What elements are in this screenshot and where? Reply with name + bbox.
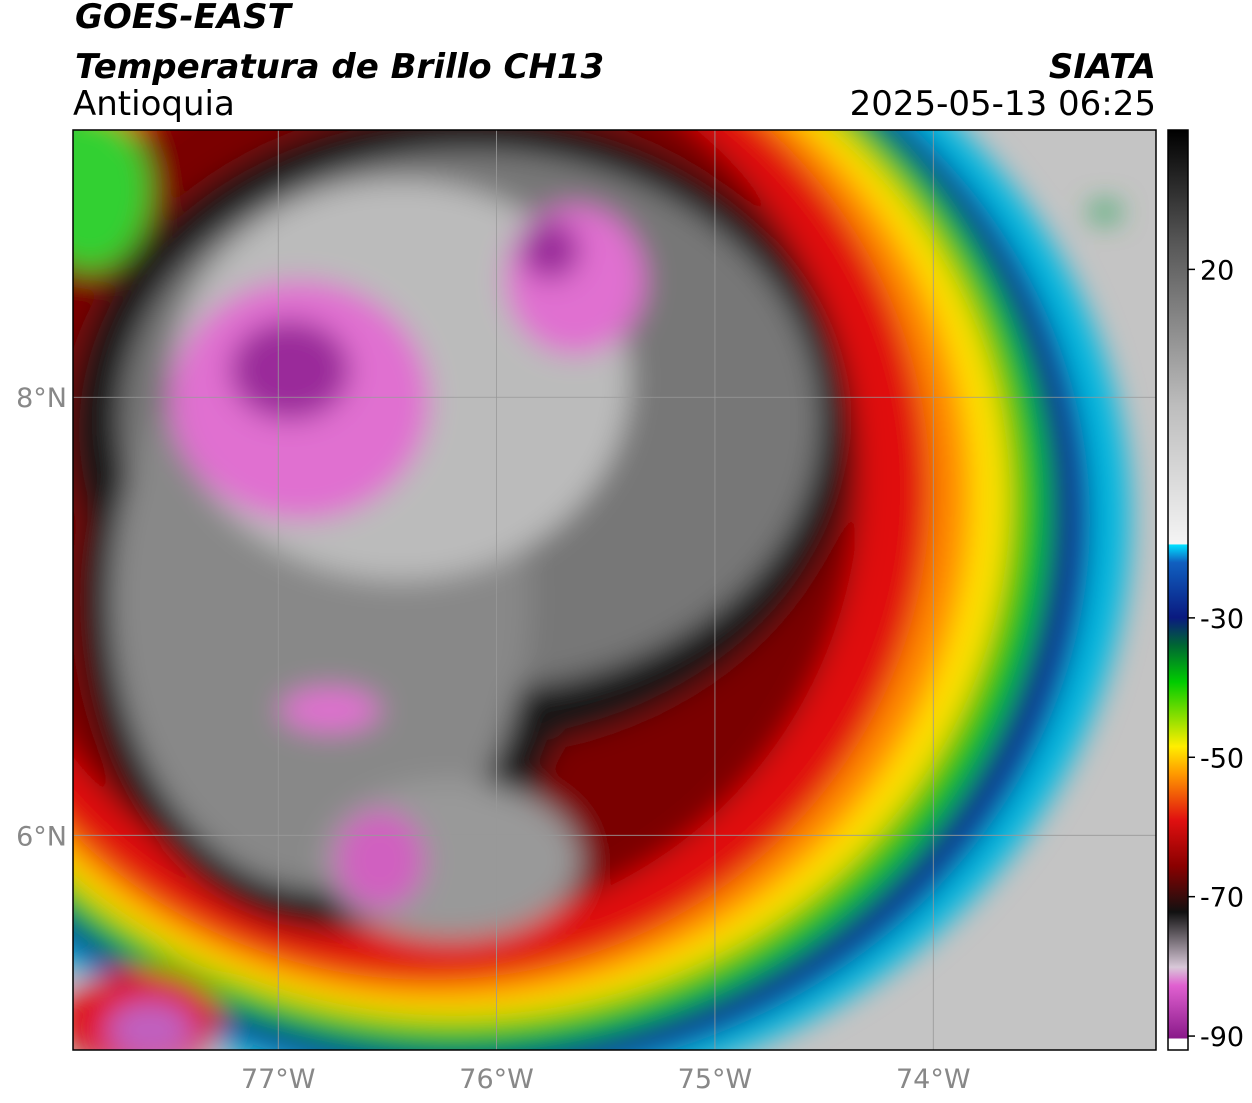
x-tick-label: 76°W bbox=[459, 1064, 534, 1095]
source: SIATA bbox=[1049, 47, 1156, 87]
region: Antioquia bbox=[73, 84, 235, 124]
colorbar-tick-label: 20 bbox=[1200, 255, 1234, 286]
x-tick-label: 77°W bbox=[241, 1064, 316, 1095]
colorbar-tick-label: -30 bbox=[1200, 604, 1244, 635]
x-tick-label: 75°W bbox=[678, 1064, 753, 1095]
y-tick-label: 6°N bbox=[16, 821, 67, 852]
colorbar-tick-label: -50 bbox=[1200, 743, 1244, 774]
title: GOES-EAST bbox=[75, 0, 294, 37]
timestamp: 2025-05-13 06:25 bbox=[850, 84, 1156, 124]
map-frame bbox=[72, 129, 1157, 1051]
subtitle: Temperatura de Brillo CH13 bbox=[75, 47, 604, 87]
x-tick-label: 74°W bbox=[896, 1064, 971, 1095]
colorbar bbox=[1167, 129, 1189, 1051]
colorbar-tick-label: -70 bbox=[1200, 883, 1244, 914]
y-tick-label: 8°N bbox=[16, 383, 67, 414]
colorbar-tick-label: -90 bbox=[1200, 1022, 1244, 1053]
satellite-image bbox=[73, 130, 1156, 1050]
